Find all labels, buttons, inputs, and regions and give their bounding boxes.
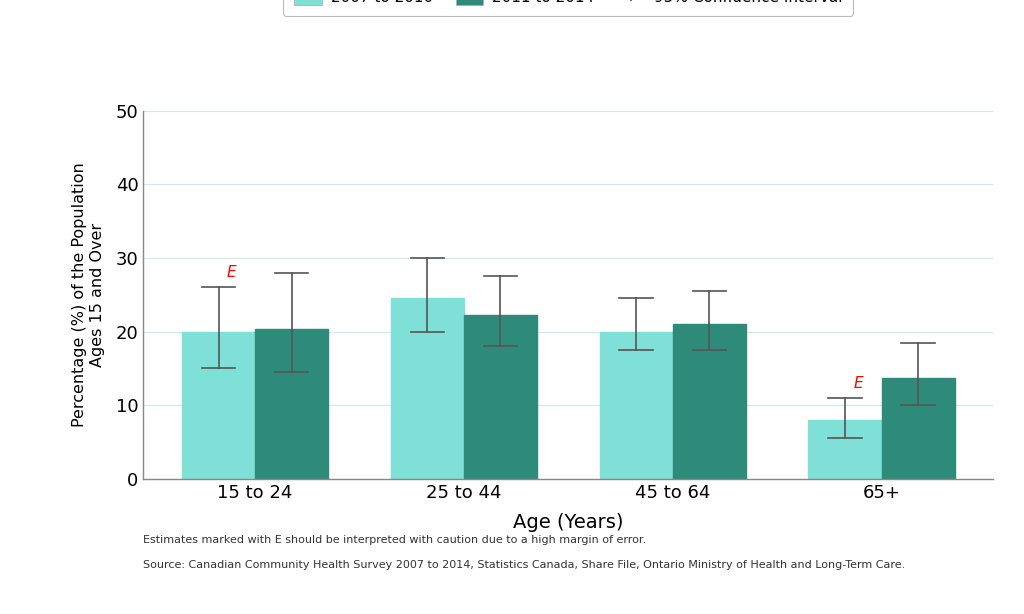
Bar xyxy=(391,298,464,479)
Text: Estimates marked with E should be interpreted with caution due to a high margin : Estimates marked with E should be interp… xyxy=(143,535,646,545)
Bar xyxy=(255,329,328,479)
Text: E: E xyxy=(853,376,863,391)
Bar xyxy=(882,378,954,479)
Text: Source: Canadian Community Health Survey 2007 to 2014, Statistics Canada, Share : Source: Canadian Community Health Survey… xyxy=(143,560,905,570)
Bar xyxy=(673,324,745,479)
Bar xyxy=(464,316,537,479)
Bar xyxy=(600,332,673,479)
Bar xyxy=(182,332,255,479)
Text: E: E xyxy=(227,265,237,280)
Y-axis label: Percentage (%) of the Population
Ages 15 and Over: Percentage (%) of the Population Ages 15… xyxy=(73,162,104,427)
Legend: 2007 to 2010, 2011 to 2014, 95% Confidence Interval: 2007 to 2010, 2011 to 2014, 95% Confiden… xyxy=(284,0,853,15)
X-axis label: Age (Years): Age (Years) xyxy=(513,513,624,532)
Bar xyxy=(809,420,882,479)
